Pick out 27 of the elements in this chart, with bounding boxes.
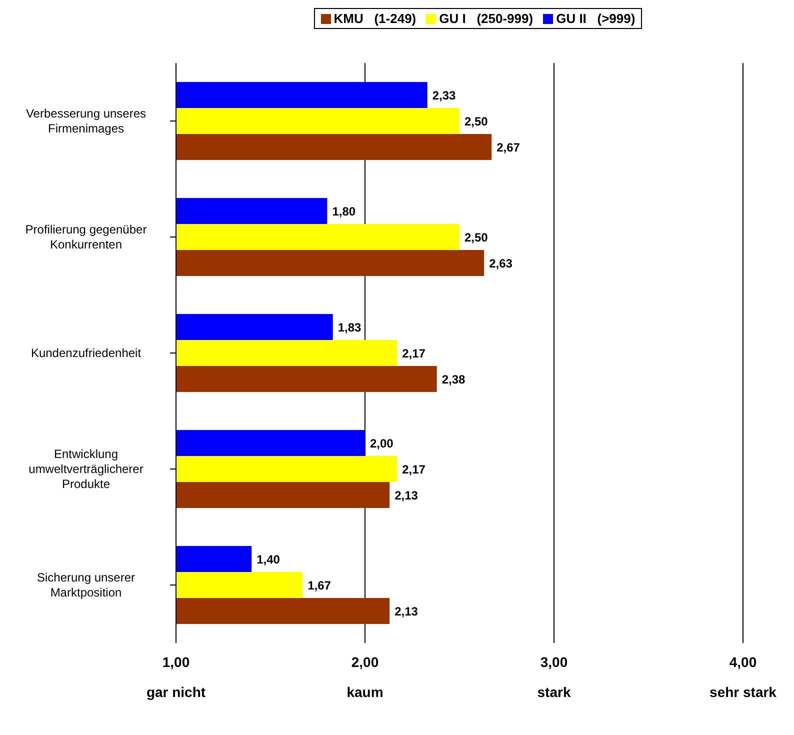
data-label: 2,38 (442, 372, 466, 386)
data-label: 2,50 (464, 230, 488, 244)
legend-label: GU I (250-999) (438, 11, 534, 26)
data-label: 1,67 (308, 578, 332, 592)
x-tick-label: 4,00 sehr stark (710, 654, 777, 700)
legend-label: GU II (>999) (555, 11, 636, 26)
x-tick-label: 1,00 gar nicht (146, 654, 206, 700)
data-label: 2,63 (489, 256, 513, 270)
data-label: 2,13 (394, 604, 418, 618)
data-label: 2,17 (402, 462, 426, 476)
data-label: 2,17 (402, 346, 426, 360)
data-label: 2,33 (432, 88, 456, 102)
y-tick-label: Sicherung unserer Marktposition (36, 570, 136, 600)
data-label: 1,83 (338, 320, 362, 334)
data-label: 2,00 (370, 436, 394, 450)
data-label: 1,40 (256, 552, 280, 566)
data-label: 2,67 (496, 140, 520, 154)
x-tick-label: 3,00 stark (537, 654, 571, 700)
y-tick-label: Verbesserung unseres Firmenimages (26, 106, 146, 136)
data-label: 2,50 (464, 114, 488, 128)
y-tick-label: Kundenzufriedenheit (30, 346, 142, 360)
legend-label: KMU (1-249) (332, 11, 416, 26)
y-tick-label: Entwicklung umweltverträglicherer Produkte (28, 447, 144, 491)
data-label: 1,80 (332, 204, 356, 218)
x-tick-label: 2,00 kaum (346, 654, 384, 700)
y-tick-label: Profilierung gegenüber Konkurrenten (25, 222, 147, 252)
data-label: 2,13 (394, 488, 418, 502)
